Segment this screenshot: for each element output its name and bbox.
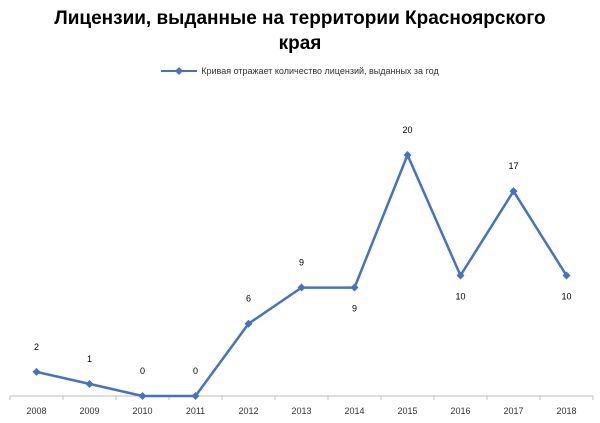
data-label: 9: [299, 258, 304, 268]
data-point: [138, 392, 147, 400]
data-label: 0: [193, 366, 198, 376]
chart-title: Лицензии, выданные на территории Красноя…: [54, 8, 546, 54]
data-label: 10: [455, 292, 465, 302]
data-label: 2: [34, 342, 39, 352]
x-tick-label: 2013: [291, 406, 311, 416]
x-tick-label: 2012: [238, 406, 258, 416]
data-point: [85, 379, 94, 388]
data-label: 20: [402, 125, 412, 135]
data-label: 1: [87, 354, 92, 364]
data-point: [350, 283, 359, 292]
x-tick-label: 2015: [397, 406, 417, 416]
x-tick-label: 2018: [556, 406, 576, 416]
data-label: 17: [508, 161, 518, 171]
x-tick-label: 2008: [26, 406, 46, 416]
x-tick-label: 2010: [132, 406, 152, 416]
data-label: 0: [140, 366, 145, 376]
legend: Кривая отражает количество лицензий, выд…: [0, 66, 600, 76]
x-tick-label: 2009: [79, 406, 99, 416]
x-tick-label: 2011: [186, 406, 205, 416]
data-point: [456, 271, 465, 280]
data-label: 6: [246, 294, 251, 304]
legend-label: Кривая отражает количество лицензий, выд…: [201, 66, 439, 76]
data-point: [244, 319, 253, 328]
data-point: [32, 367, 41, 376]
legend-marker: [161, 67, 198, 75]
x-tick-label: 2016: [450, 406, 470, 416]
data-label: 10: [561, 292, 571, 302]
series-line: [36, 153, 568, 398]
data-point: [562, 271, 571, 280]
x-tick-label: 2014: [344, 406, 364, 416]
data-label: 9: [352, 304, 357, 314]
data-point: [403, 151, 412, 159]
x-tick-label: 2017: [503, 406, 523, 416]
data-point: [297, 283, 306, 292]
data-point: [509, 187, 518, 196]
data-point: [191, 392, 200, 400]
